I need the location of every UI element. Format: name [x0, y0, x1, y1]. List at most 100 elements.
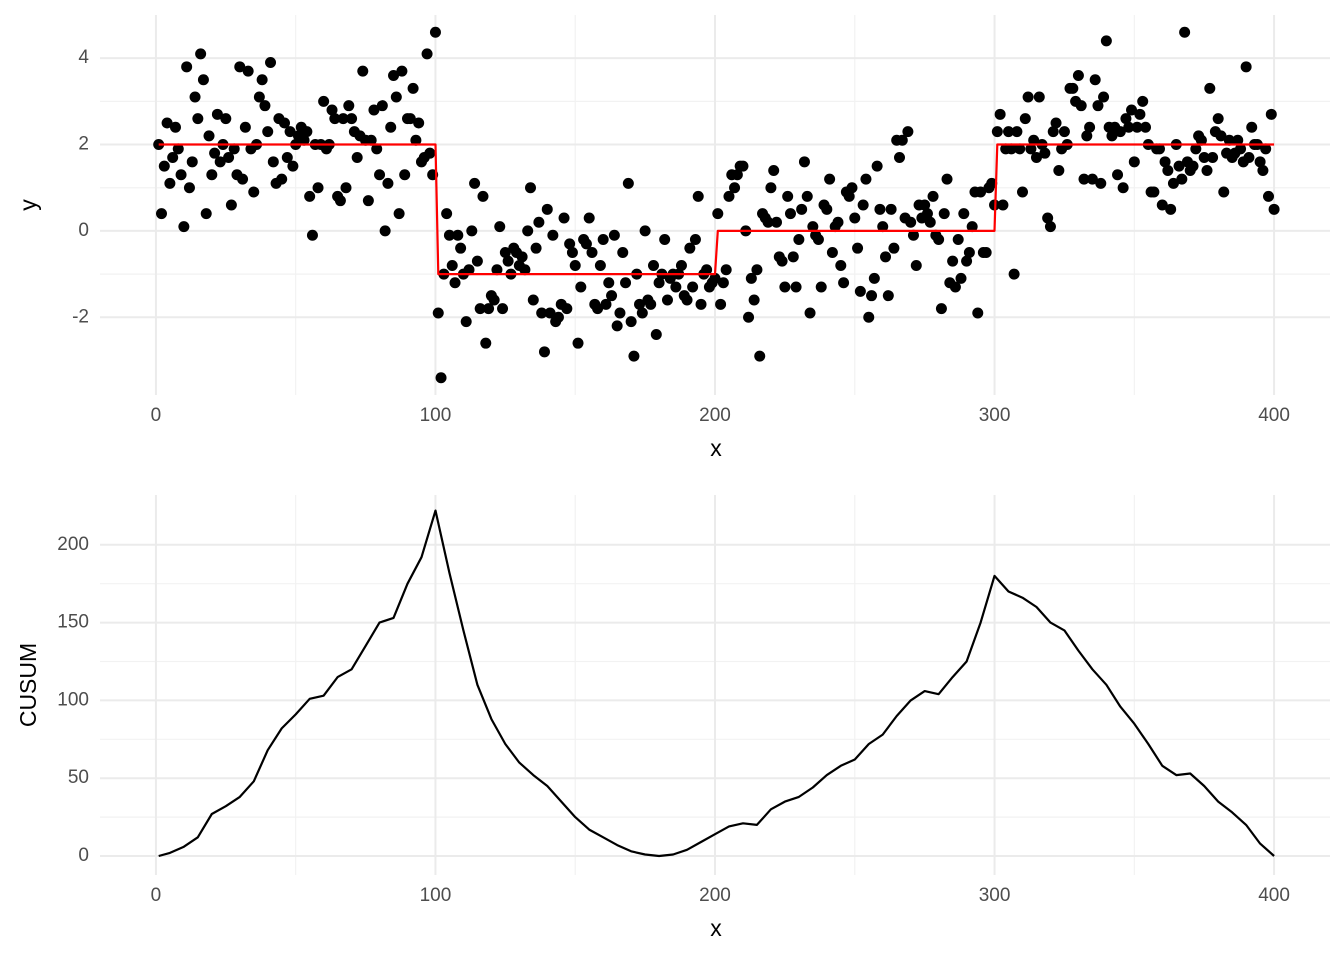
point — [572, 337, 584, 349]
point — [782, 190, 794, 202]
point — [175, 169, 187, 181]
y-tick-label: 2 — [78, 134, 89, 155]
point — [863, 311, 875, 323]
point — [1072, 69, 1084, 81]
point — [583, 212, 595, 224]
point — [1081, 130, 1093, 142]
point — [432, 307, 444, 319]
point — [1014, 143, 1026, 155]
point — [1098, 91, 1110, 103]
point — [189, 91, 201, 103]
point — [1140, 121, 1151, 133]
point — [564, 238, 576, 250]
x-tick-label: 100 — [420, 885, 452, 906]
point — [477, 190, 489, 202]
point — [885, 203, 897, 215]
point — [1123, 121, 1135, 133]
point — [1086, 173, 1098, 185]
point — [267, 156, 279, 168]
point — [877, 221, 889, 233]
point — [762, 216, 774, 228]
point — [1195, 134, 1207, 146]
point — [787, 251, 799, 263]
point — [857, 199, 869, 211]
y-tick-label: 200 — [57, 534, 89, 555]
point — [986, 177, 998, 189]
point — [337, 113, 349, 125]
point — [346, 113, 358, 125]
point — [502, 255, 514, 267]
point — [474, 303, 486, 315]
point — [362, 195, 374, 207]
point — [1084, 121, 1096, 133]
point — [938, 208, 950, 220]
point — [606, 290, 618, 302]
point — [329, 113, 341, 125]
y-tick-label: 150 — [57, 612, 89, 633]
point — [1089, 74, 1101, 86]
point — [211, 108, 223, 120]
point — [1153, 143, 1165, 155]
point — [846, 182, 858, 194]
point — [849, 212, 861, 224]
point — [670, 281, 682, 293]
x-tick-label: 300 — [979, 405, 1011, 426]
point — [1268, 203, 1280, 215]
point — [966, 221, 978, 233]
point — [1263, 190, 1274, 202]
point — [279, 117, 290, 129]
point — [200, 208, 212, 220]
point — [1042, 212, 1054, 224]
point — [449, 277, 461, 289]
point — [941, 173, 953, 185]
point — [435, 372, 447, 384]
y-tick-label: 0 — [78, 845, 89, 866]
point — [1265, 108, 1277, 120]
point — [625, 316, 637, 328]
point — [1243, 152, 1255, 163]
point — [935, 303, 947, 315]
point — [164, 177, 176, 189]
cusum-line — [158, 509, 1275, 858]
point — [1162, 164, 1174, 176]
point — [399, 169, 411, 181]
point — [1235, 143, 1247, 155]
point — [536, 307, 548, 319]
point — [1120, 113, 1132, 125]
point — [580, 238, 592, 250]
y-tick-label: 0 — [78, 220, 89, 241]
point — [390, 91, 402, 103]
point — [731, 169, 743, 181]
point — [952, 234, 964, 246]
point — [991, 126, 1003, 138]
point — [234, 61, 246, 73]
point — [220, 113, 232, 125]
point — [826, 247, 838, 258]
point — [566, 247, 578, 258]
point — [692, 190, 704, 202]
point — [1131, 121, 1143, 133]
point — [1134, 108, 1146, 120]
point — [228, 143, 240, 155]
point — [611, 320, 623, 332]
point — [961, 255, 973, 267]
point — [1201, 164, 1213, 176]
point — [729, 182, 741, 194]
x-tick-label: 0 — [151, 885, 162, 906]
point — [301, 126, 313, 138]
point — [1003, 126, 1015, 138]
point — [262, 126, 274, 138]
point — [871, 160, 883, 172]
point — [1033, 91, 1045, 103]
point — [796, 203, 808, 215]
point — [1128, 156, 1140, 168]
y-axis-title: y — [15, 199, 41, 211]
point — [541, 203, 553, 215]
point — [558, 212, 570, 224]
point — [1173, 160, 1185, 172]
point — [1058, 126, 1070, 138]
point — [1050, 117, 1062, 129]
point — [407, 82, 419, 94]
point — [675, 259, 687, 271]
